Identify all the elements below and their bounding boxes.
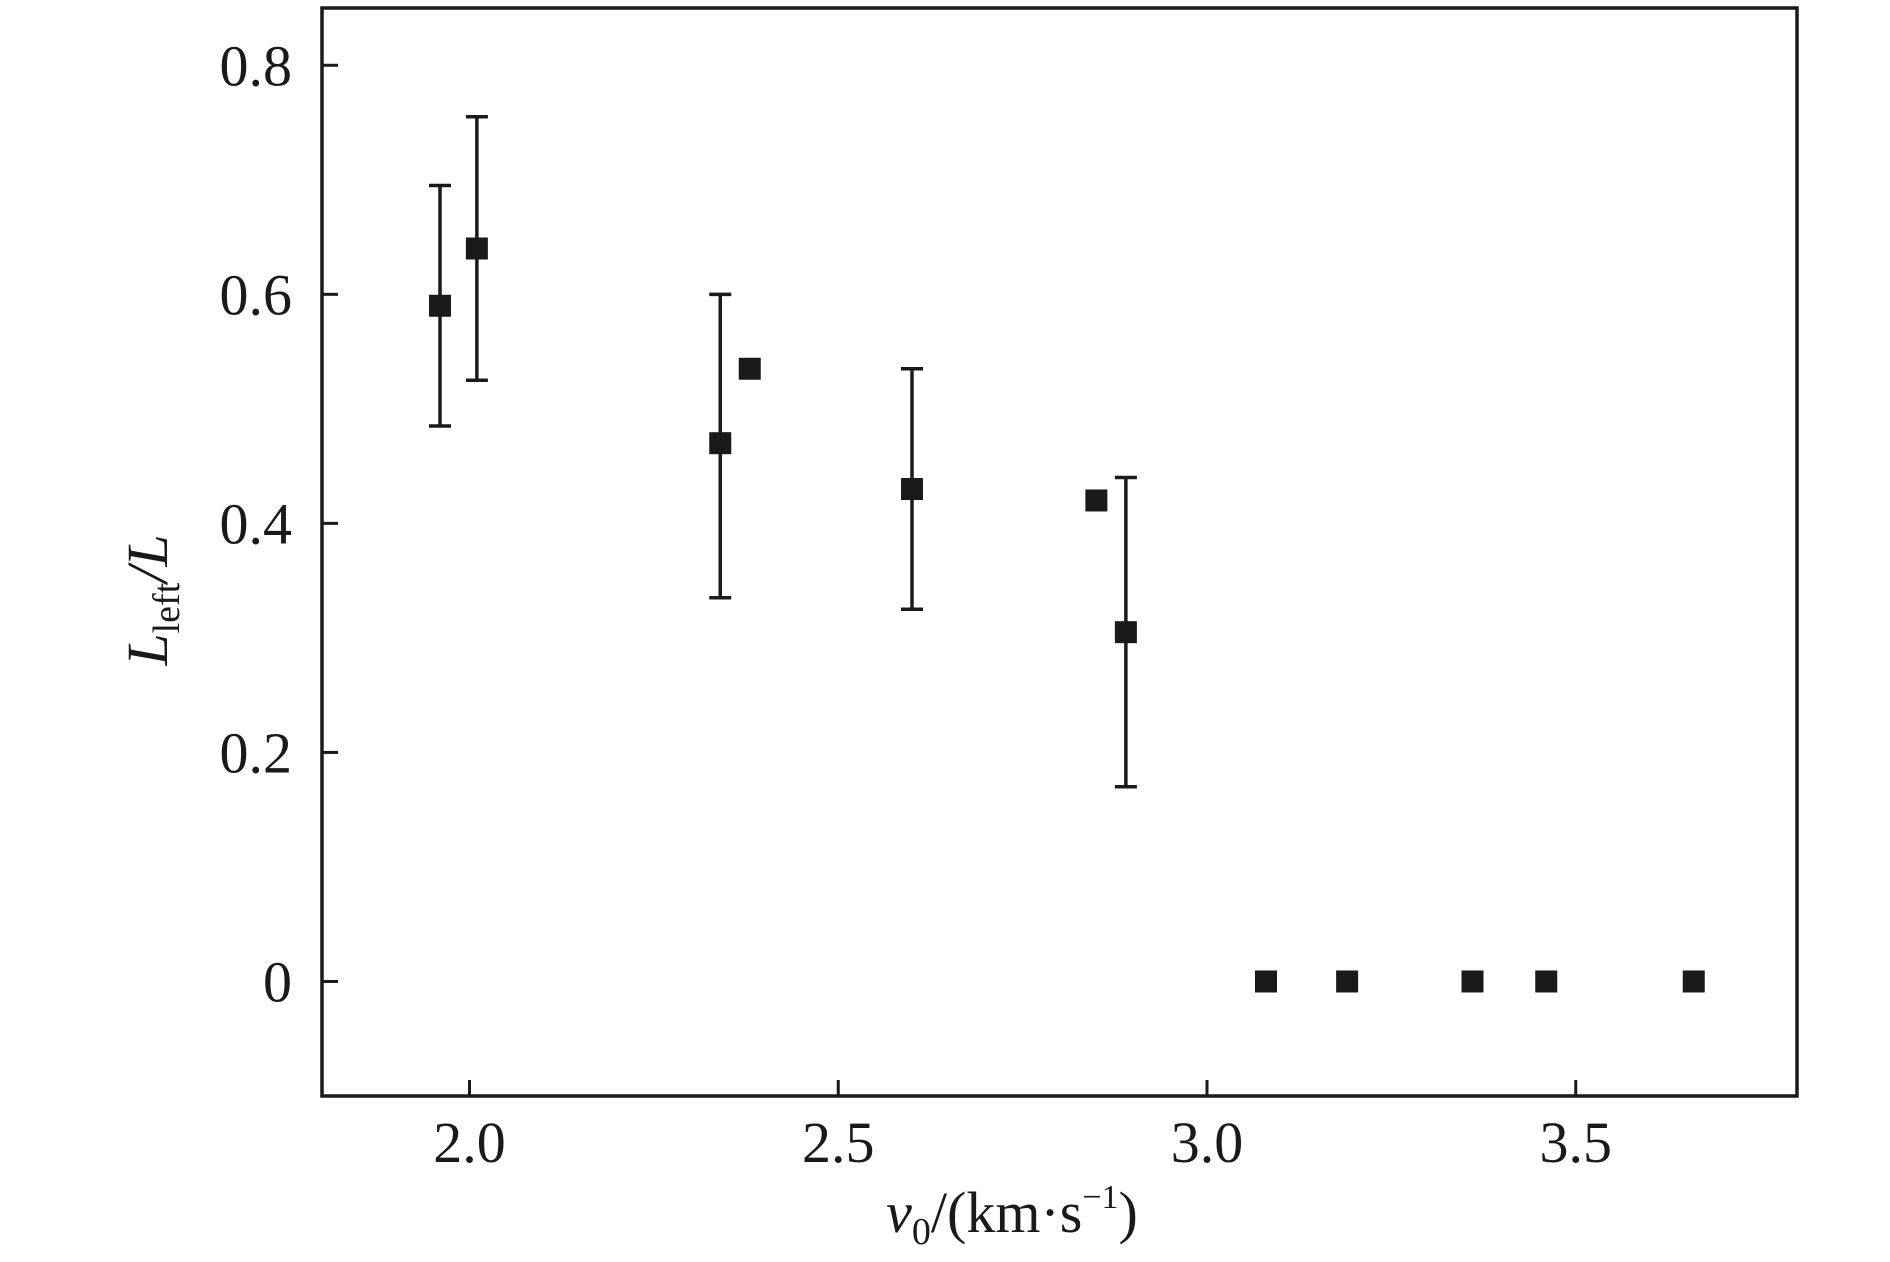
y-tick-label: 0.4 [220,491,293,556]
data-points [429,237,1705,993]
x-axis-title-sub: 0 [912,1211,931,1253]
y-axis-title: Lleft/L [115,534,188,666]
data-point-square [429,294,451,317]
data-point-square [709,432,732,455]
x-axis-title-close: ) [1119,1180,1138,1245]
x-axis-title: v0/(km·s−1) [886,1179,1138,1253]
data-point-square [901,478,923,501]
y-tick-label: 0.2 [220,720,293,785]
x-tick-label: 3.0 [1171,1110,1244,1175]
y-tick-label: 0.8 [220,33,293,98]
data-point-square [1255,970,1277,993]
data-point-square [465,237,488,260]
data-point-square [738,357,761,380]
y-axis-title-sub: left [146,582,188,633]
x-axis-title-main: v [886,1180,912,1245]
y-tick-label: 0.6 [220,262,293,327]
axis-ticks: 2.0 2.5 3.0 3.5 0 0.2 0.4 0.6 0.8 [220,33,1613,1175]
data-point-square [1682,970,1705,993]
x-tick-label: 2.5 [802,1110,875,1175]
data-point-square [1114,621,1137,644]
data-point-square [1535,970,1558,993]
data-point-square [1336,970,1359,993]
x-axis-title-sup: −1 [1082,1179,1118,1216]
data-point-square [1085,489,1108,512]
y-tick-label: 0 [263,949,292,1014]
plot-frame [320,6,1799,1098]
x-axis-title-tail: /(km·s [931,1180,1082,1245]
x-tick-label: 2.0 [433,1110,506,1175]
error-bars [429,115,1137,789]
data-point-square [1461,970,1484,993]
y-axis-title-tail: /L [115,534,180,585]
x-tick-label: 3.5 [1540,1110,1613,1175]
y-axis-title-main: L [115,633,180,666]
